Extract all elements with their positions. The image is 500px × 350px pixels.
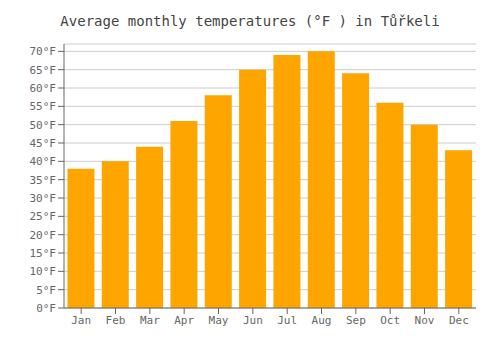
svg-text:Feb: Feb — [106, 314, 126, 327]
svg-text:35°F: 35°F — [30, 174, 57, 187]
svg-text:Sep: Sep — [346, 314, 366, 327]
svg-text:Mar: Mar — [140, 314, 160, 327]
svg-text:Nov: Nov — [415, 314, 435, 327]
html-text:Average monthly temperatures (: Average monthly temperatures (°F ) in Tů… — [60, 13, 440, 29]
svg-text:55°F: 55°F — [30, 100, 57, 113]
svg-text:Dec: Dec — [449, 314, 469, 327]
svg-text:40°F: 40°F — [30, 155, 57, 168]
svg-text:May: May — [209, 314, 229, 327]
svg-text:30°F: 30°F — [30, 192, 57, 205]
svg-text:Jun: Jun — [243, 314, 263, 327]
svg-text:Apr: Apr — [174, 314, 194, 327]
svg-text:25°F: 25°F — [30, 210, 57, 223]
svg-text:Jan: Jan — [71, 314, 91, 327]
svg-text:45°F: 45°F — [30, 137, 57, 150]
svg-text:Oct: Oct — [380, 314, 400, 327]
svg-text:70°F: 70°F — [30, 45, 57, 58]
svg-text:0°F: 0°F — [36, 302, 56, 315]
svg-text:Aug: Aug — [312, 314, 332, 327]
svg-text:20°F: 20°F — [30, 229, 57, 242]
svg-text:60°F: 60°F — [30, 82, 57, 95]
svg-text:50°F: 50°F — [30, 119, 57, 132]
svg-text:5°F: 5°F — [36, 284, 56, 297]
svg-text:Jul: Jul — [277, 314, 297, 327]
svg-text:65°F: 65°F — [30, 64, 57, 77]
svg-text:10°F: 10°F — [30, 265, 57, 278]
svg-text:15°F: 15°F — [30, 247, 57, 260]
